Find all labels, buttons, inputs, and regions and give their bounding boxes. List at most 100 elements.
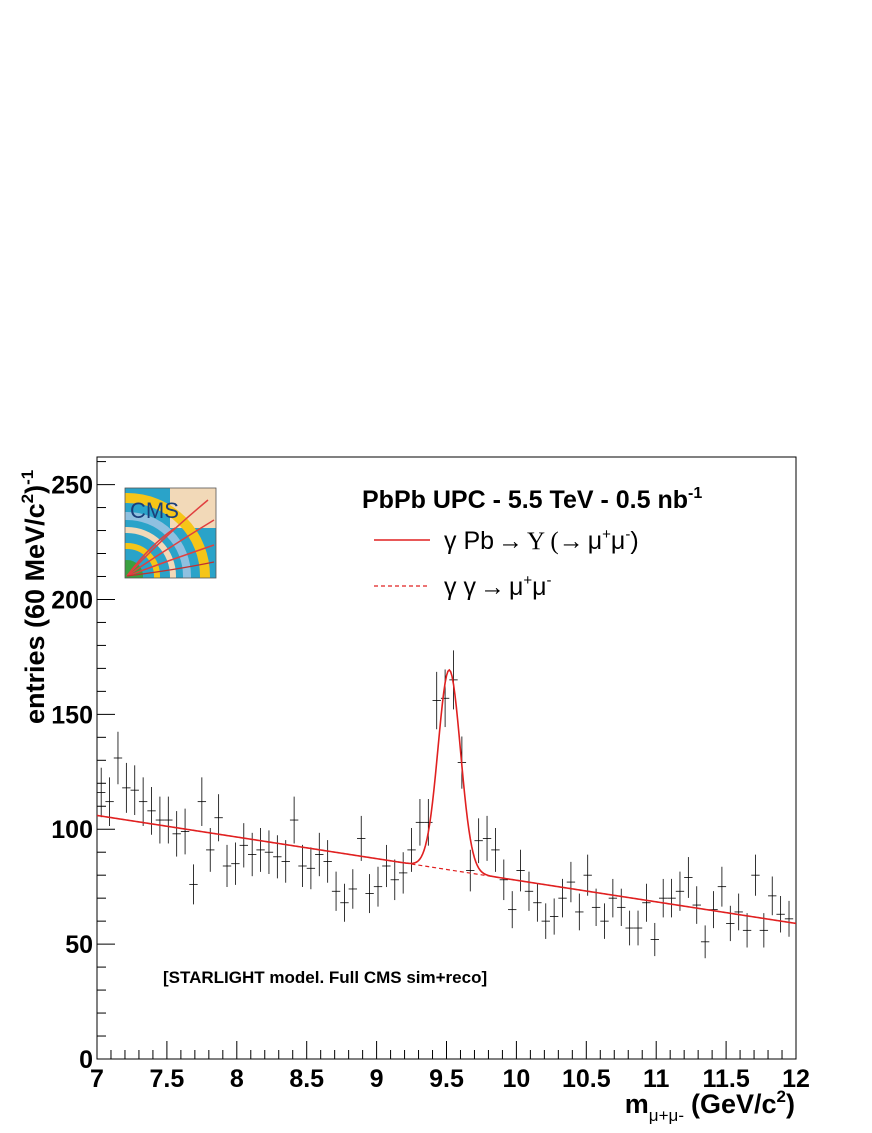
- y-tick-label: 0: [79, 1046, 93, 1074]
- data-point: [700, 925, 710, 959]
- data-point: [633, 910, 643, 946]
- data-point: [474, 818, 483, 864]
- x-tick-label: 9.5: [429, 1065, 464, 1093]
- data-point: [197, 777, 207, 826]
- x-tick-label: 8.5: [289, 1065, 324, 1093]
- data-point: [373, 866, 383, 907]
- data-point: [147, 786, 156, 835]
- data-point: [784, 900, 794, 937]
- data-point: [776, 896, 785, 933]
- data-point: [499, 859, 509, 901]
- x-tick-label: 7.5: [150, 1065, 185, 1093]
- data-point: [684, 857, 693, 898]
- data-point: [424, 799, 433, 846]
- data-point: [382, 844, 391, 888]
- data-point: [591, 888, 601, 927]
- data-point: [482, 815, 492, 861]
- data-point: [407, 827, 416, 872]
- data-point: [432, 671, 441, 730]
- data-point: [575, 893, 584, 931]
- data-point: [533, 883, 542, 922]
- data-point: [206, 827, 215, 872]
- data-point: [264, 830, 274, 875]
- data-point: [189, 864, 198, 905]
- data-point: [650, 922, 659, 957]
- data-point: [566, 861, 576, 903]
- data-point: [331, 871, 341, 911]
- x-axis-title: mμ+μ- (GeV/c2): [625, 1087, 795, 1125]
- x-tick-label: 10.5: [562, 1065, 611, 1093]
- data-point: [466, 849, 475, 892]
- data-point: [768, 876, 777, 916]
- data-point: [658, 878, 668, 918]
- y-tick-label: 100: [51, 816, 93, 844]
- fit-line-total: [96, 668, 797, 925]
- data-point: [97, 767, 106, 818]
- data-point: [273, 835, 282, 879]
- data-points: [97, 650, 794, 959]
- legend: PbPb UPC - 5.5 TeV - 0.5 nb-1 γ Pb → Υ (→ μ…: [362, 485, 702, 601]
- data-point: [516, 849, 525, 892]
- data-point: [180, 808, 190, 855]
- data-point: [105, 777, 114, 826]
- x-tick-label: 12: [782, 1065, 810, 1093]
- data-point: [549, 898, 559, 935]
- data-point: [113, 731, 123, 785]
- y-tick-label: 50: [65, 931, 93, 959]
- data-point: [306, 847, 316, 890]
- data-point: [130, 765, 139, 816]
- x-tick-label: 7: [90, 1065, 104, 1093]
- data-point: [583, 854, 592, 896]
- data-point: [608, 878, 618, 918]
- data-point: [348, 869, 358, 909]
- data-point: [365, 874, 374, 914]
- x-tick-label: 8: [230, 1065, 244, 1093]
- y-tick-label: 150: [51, 701, 93, 729]
- data-point: [315, 832, 324, 877]
- data-point: [726, 905, 735, 942]
- data-point: [390, 859, 399, 901]
- data-point: [440, 669, 450, 728]
- data-point: [625, 910, 634, 946]
- data-point: [231, 842, 240, 885]
- data-point: [541, 903, 550, 939]
- y-axis-title: entries (60 MeV/c2)-1: [18, 470, 50, 724]
- data-point: [751, 854, 760, 896]
- data-point: [289, 796, 299, 844]
- data-point: [398, 852, 408, 894]
- legend-label-gammagamma: γ γ → μ+μ-: [444, 572, 552, 601]
- fit-lines: [96, 668, 797, 925]
- data-point: [415, 799, 425, 846]
- data-point: [155, 796, 165, 844]
- data-point: [692, 886, 701, 924]
- data-point: [600, 903, 609, 939]
- data-point: [340, 883, 349, 922]
- data-point: [323, 840, 332, 883]
- fit-line-background: [397, 861, 503, 879]
- cms-logo-text: CMS: [130, 498, 179, 523]
- annotation: [STARLIGHT model. Full CMS sim+reco]: [163, 968, 487, 987]
- data-point: [524, 871, 534, 911]
- data-point: [491, 827, 500, 872]
- axes: 7 7.5 8 8.5 9 9.5 10 10.5 11 11.5 12 0 50 100 150 200 25…: [51, 461, 810, 1093]
- data-point: [558, 878, 567, 918]
- data-point: [138, 777, 148, 826]
- cms-logo: CMS: [124, 487, 217, 579]
- data-point: [239, 823, 248, 868]
- legend-label-upsilon: γ Pb → Υ (→ μ+μ-): [444, 526, 639, 555]
- data-point: [717, 866, 727, 907]
- data-point: [675, 871, 685, 911]
- legend-title: PbPb UPC - 5.5 TeV - 0.5 nb-1: [362, 485, 702, 514]
- data-point: [617, 888, 626, 927]
- x-tick-label: 10: [502, 1065, 530, 1093]
- data-point: [508, 891, 517, 929]
- data-point: [222, 844, 232, 888]
- data-point: [357, 815, 366, 861]
- data-point: [734, 893, 743, 931]
- x-tick-label: 9: [370, 1065, 384, 1093]
- data-point: [122, 762, 131, 813]
- x-tick-label: 11: [643, 1065, 670, 1093]
- y-tick-label: 200: [51, 586, 93, 614]
- x-tick-label: 11.5: [702, 1065, 749, 1093]
